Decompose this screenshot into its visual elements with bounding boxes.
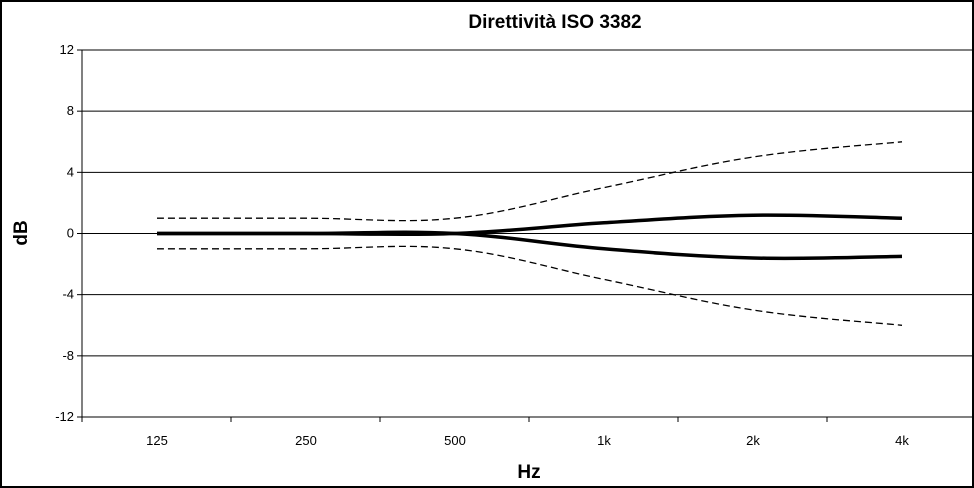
y-axis-label: dB xyxy=(11,220,32,245)
x-tick-label: 4k xyxy=(895,433,909,448)
y-tick-label: 0 xyxy=(67,226,74,241)
x-tick-label: 125 xyxy=(146,433,168,448)
y-tick-label: 8 xyxy=(67,103,74,118)
ticks-layer: 12 8 4 0 -4 -8 -12 125 250 500 1k 2k 4k xyxy=(55,42,909,448)
x-tick-label: 250 xyxy=(295,433,317,448)
series-line-1 xyxy=(157,141,903,222)
y-tick-label: 4 xyxy=(67,164,74,179)
x-tick-label: 500 xyxy=(444,433,466,448)
y-tick-label: -8 xyxy=(62,348,74,363)
y-tick-label: -4 xyxy=(62,287,74,302)
axes-layer xyxy=(77,49,974,422)
y-tick-label: 12 xyxy=(60,42,74,57)
series-line-3 xyxy=(156,230,903,261)
y-tick-label: -12 xyxy=(55,409,74,424)
x-tick-label: 1k xyxy=(597,433,611,448)
x-tick-label: 2k xyxy=(746,433,760,448)
chart-title: Direttività ISO 3382 xyxy=(468,12,641,33)
x-axis-label: Hz xyxy=(517,462,540,483)
series-line-4 xyxy=(157,245,903,326)
series-layer xyxy=(156,141,903,326)
